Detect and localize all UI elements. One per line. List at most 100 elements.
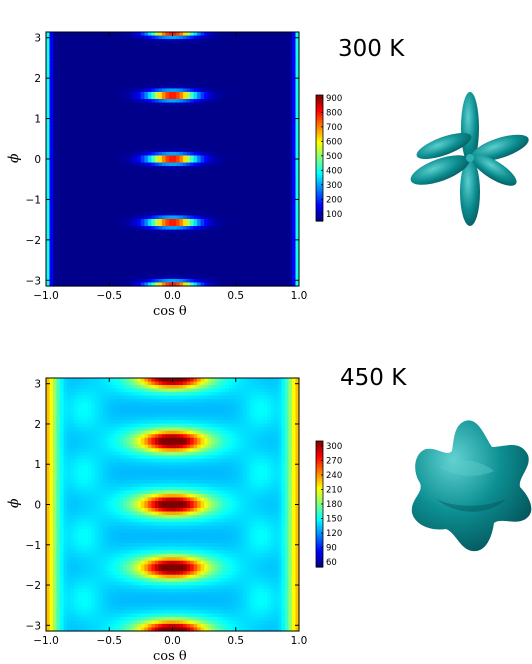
heatmap-cell <box>147 74 153 79</box>
heatmap-cell <box>221 183 226 188</box>
heatmap-cell <box>193 247 198 252</box>
heatmap-cell <box>119 187 124 192</box>
heatmap-cell <box>176 67 181 72</box>
heatmap-cell <box>74 151 79 157</box>
heatmap-cell <box>105 99 110 104</box>
heatmap-cell <box>161 201 167 206</box>
heatmap-cell <box>253 271 258 277</box>
heatmap-cell <box>151 141 156 146</box>
heatmap-cell <box>53 240 58 245</box>
heatmap-cell <box>116 113 121 118</box>
heatmap-cell <box>274 254 279 259</box>
heatmap-cell <box>151 88 156 93</box>
heatmap-cell <box>56 137 61 142</box>
heatmap-cell <box>105 144 110 150</box>
heatmap-cell <box>291 222 297 227</box>
heatmap-cell <box>130 204 135 209</box>
heatmap-cell <box>147 194 153 199</box>
heatmap-cell <box>84 102 89 107</box>
heatmap-cell <box>147 116 153 121</box>
heatmap-cell <box>270 99 275 104</box>
heatmap-cell <box>172 233 177 238</box>
heatmap-cell <box>144 190 149 195</box>
heatmap-cell <box>116 127 121 132</box>
heatmap-cell <box>172 236 177 241</box>
heatmap-cell <box>144 49 149 54</box>
heatmap-cell <box>183 148 188 153</box>
heatmap-cell <box>46 173 51 178</box>
heatmap-cell <box>70 176 75 181</box>
heatmap-cell <box>267 151 272 157</box>
heatmap-cell <box>239 95 244 100</box>
heatmap-cell <box>200 180 205 185</box>
heatmap-cell <box>260 91 265 97</box>
heatmap-cell <box>200 95 205 100</box>
heatmap-cell <box>183 95 188 100</box>
heatmap-cell <box>77 144 82 150</box>
heatmap-cell <box>168 81 174 86</box>
heatmap-cell <box>74 141 79 146</box>
heatmap-cell <box>197 236 202 241</box>
heatmap-cell <box>53 215 58 220</box>
heatmap-cell <box>151 261 156 266</box>
heatmap-cell <box>190 166 195 171</box>
heatmap-cell <box>102 95 107 100</box>
heatmap-cell <box>147 70 153 75</box>
heatmap-cell <box>116 233 121 238</box>
heatmap-cell <box>183 208 188 213</box>
heatmap-cell <box>168 187 174 192</box>
heatmap-cell <box>172 113 177 118</box>
heatmap-cell <box>211 229 216 234</box>
heatmap-cell <box>77 201 82 206</box>
heatmap-cell <box>81 148 86 153</box>
heatmap-cell <box>204 120 209 125</box>
heatmap-cell <box>137 88 142 93</box>
heatmap-cell <box>165 261 170 266</box>
heatmap-cell <box>239 261 244 266</box>
heatmap-cell <box>256 88 261 93</box>
heatmap-cell <box>179 42 184 47</box>
heatmap-cell <box>214 56 219 61</box>
heatmap-cell <box>60 130 65 135</box>
heatmap-cell <box>249 42 254 47</box>
heatmap-cell <box>98 169 103 174</box>
heatmap-cell <box>274 197 279 202</box>
heatmap-cell <box>133 176 138 181</box>
heatmap-cell <box>112 247 117 252</box>
heatmap-cell <box>109 81 114 86</box>
heatmap-cell <box>207 166 212 171</box>
heatmap-cell <box>172 84 177 90</box>
heatmap-cell <box>116 56 121 61</box>
heatmap-cell <box>112 109 117 114</box>
heatmap-cell <box>284 32 290 37</box>
heatmap-cell <box>147 190 153 195</box>
heatmap-cell <box>144 102 149 107</box>
heatmap-cell <box>116 67 121 72</box>
heatmap-cell <box>242 70 247 75</box>
heatmap-cell <box>144 95 149 100</box>
heatmap-cell <box>218 208 223 213</box>
heatmap-cell <box>256 233 261 238</box>
heatmap-cell <box>270 35 275 40</box>
heatmap-cell <box>197 102 202 107</box>
heatmap-cell <box>193 88 198 93</box>
heatmap-cell <box>116 155 121 160</box>
heatmap-cell <box>288 151 293 157</box>
heatmap-cell <box>256 144 261 150</box>
heatmap-cell <box>133 137 138 142</box>
heatmap-cell <box>49 240 54 245</box>
heatmap-cell <box>200 42 205 47</box>
heatmap-cell <box>291 261 297 266</box>
heatmap-cell <box>119 67 124 72</box>
heatmap-cell <box>95 201 100 206</box>
heatmap-cell <box>154 229 160 234</box>
heatmap-cell <box>147 218 153 224</box>
heatmap-cell <box>46 113 51 118</box>
heatmap-cell <box>161 247 167 252</box>
heatmap-cell <box>151 180 156 185</box>
heatmap-cell <box>67 113 72 118</box>
heatmap-cell <box>249 243 254 248</box>
heatmap-cell <box>63 95 68 100</box>
heatmap-cell <box>284 222 290 227</box>
heatmap-cell <box>56 106 61 111</box>
